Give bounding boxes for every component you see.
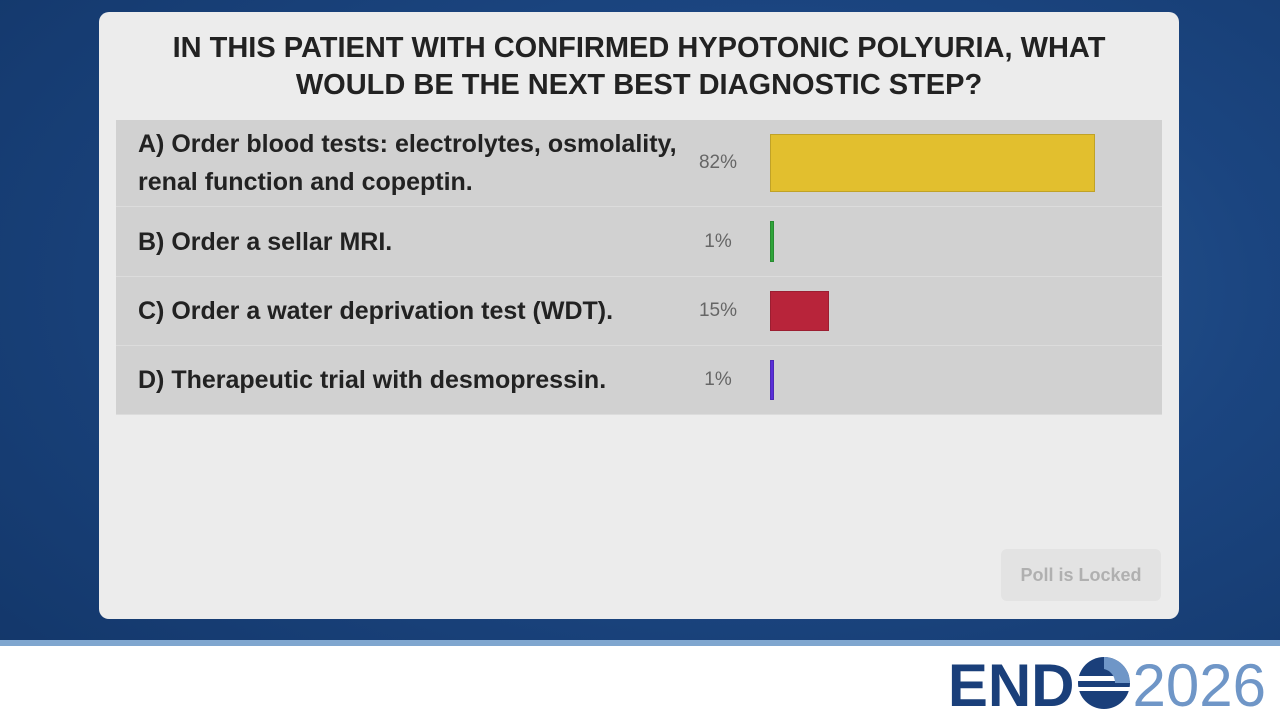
poll-locked-button[interactable]: Poll is Locked xyxy=(1001,549,1161,601)
poll-option: A) Order blood tests: electrolytes, osmo… xyxy=(116,120,1162,207)
bar xyxy=(770,360,774,400)
logo-year: 2026 xyxy=(1132,652,1266,719)
bar xyxy=(770,134,1095,192)
poll-option: C) Order a water deprivation test (WDT).… xyxy=(116,277,1162,346)
bar xyxy=(770,291,830,331)
value-label: 82% xyxy=(698,152,738,173)
bar xyxy=(770,221,774,262)
footer: END 2026 xyxy=(0,640,1280,720)
option-label: C) Order a water deprivation test (WDT). xyxy=(138,297,614,325)
value-label: 1% xyxy=(704,369,732,390)
value-label: 15% xyxy=(698,300,738,321)
logo-globe xyxy=(1076,657,1131,709)
poll-panel: IN THIS PATIENT WITH CONFIRMED HYPOTONIC… xyxy=(99,12,1179,619)
poll-option: B) Order a sellar MRI. 1% xyxy=(116,207,1162,277)
poll-option: D) Therapeutic trial with desmopressin. 1… xyxy=(116,346,1162,415)
value-label: 1% xyxy=(704,230,732,252)
poll-results: A) Order blood tests: electrolytes, osmo… xyxy=(116,120,1162,415)
logo: END 2026 xyxy=(948,654,1266,718)
poll-title: IN THIS PATIENT WITH CONFIRMED HYPOTONIC… xyxy=(172,32,1106,101)
option-label: B) Order a sellar MRI. xyxy=(138,227,393,256)
option-label: A) Order blood tests: electrolytes, osmo… xyxy=(138,130,677,196)
option-label: D) Therapeutic trial with desmopressin. xyxy=(138,366,607,394)
logo-name: END xyxy=(947,652,1075,719)
